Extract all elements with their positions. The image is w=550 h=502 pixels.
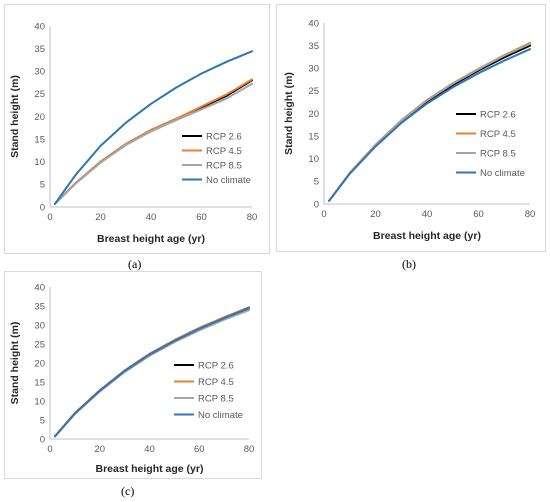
x-axis-label: Breast height age (yr) bbox=[96, 463, 204, 475]
legend-entry: No climate bbox=[198, 410, 243, 421]
x-tick-label: 0 bbox=[321, 209, 326, 220]
legend-entry: RCP 4.5 bbox=[480, 129, 516, 140]
y-tick-label: 30 bbox=[308, 64, 319, 75]
y-tick-label: 5 bbox=[314, 177, 319, 188]
y-tick-label: 40 bbox=[34, 21, 45, 32]
x-tick-label: 20 bbox=[370, 209, 381, 220]
y-tick-label: 15 bbox=[34, 377, 45, 388]
y-tick-label: 20 bbox=[34, 112, 45, 123]
chart-panel-c: 0 5 10 15 20 25 30 35 40 0 20 40 60 80 Breast height a… bbox=[4, 271, 262, 479]
x-axis-label: Breast height age (yr) bbox=[373, 230, 481, 242]
x-tick-label: 80 bbox=[247, 212, 258, 223]
legend-entry: RCP 4.5 bbox=[198, 377, 234, 388]
y-tick-label: 5 bbox=[40, 180, 45, 191]
x-tick-label: 60 bbox=[194, 444, 205, 455]
x-tick-label: 0 bbox=[47, 212, 52, 223]
legend-entry: RCP 8.5 bbox=[206, 160, 242, 171]
y-tick-label: 25 bbox=[34, 339, 45, 350]
series-line-no-climate bbox=[54, 50, 253, 205]
y-tick-label: 0 bbox=[314, 199, 319, 210]
y-tick-label: 10 bbox=[308, 154, 319, 165]
legend-entry: RCP 4.5 bbox=[206, 146, 242, 157]
y-tick-label: 0 bbox=[40, 434, 45, 445]
x-tick-label: 80 bbox=[244, 444, 255, 455]
x-tick-label: 20 bbox=[94, 444, 105, 455]
y-tick-label: 35 bbox=[34, 301, 45, 312]
x-tick-label: 40 bbox=[422, 209, 433, 220]
y-tick-label: 0 bbox=[40, 202, 45, 213]
legend-entry: RCP 2.6 bbox=[198, 360, 234, 371]
legend-entry: RCP 8.5 bbox=[480, 148, 516, 159]
series-line-no-climate bbox=[54, 307, 250, 438]
chart-frame-b bbox=[276, 4, 546, 252]
x-tick-label: 40 bbox=[146, 212, 157, 223]
series-line-rcp-8-5 bbox=[54, 82, 253, 205]
y-axis-label: Stand height (m) bbox=[283, 72, 295, 155]
y-tick-label: 10 bbox=[34, 157, 45, 168]
y-tick-label: 30 bbox=[34, 67, 45, 78]
legend-entry: No climate bbox=[206, 175, 251, 186]
caption-a: (a) bbox=[128, 257, 142, 271]
y-tick-label: 25 bbox=[34, 89, 45, 100]
x-tick-label: 60 bbox=[196, 212, 207, 223]
legend-entry: RCP 8.5 bbox=[198, 393, 234, 404]
y-tick-label: 35 bbox=[308, 41, 319, 52]
y-tick-label: 20 bbox=[308, 109, 319, 120]
y-axis-label: Stand height (m) bbox=[9, 322, 21, 405]
y-tick-label: 10 bbox=[34, 396, 45, 407]
y-tick-label: 40 bbox=[34, 282, 45, 293]
x-tick-label: 60 bbox=[473, 209, 484, 220]
x-tick-label: 0 bbox=[47, 444, 52, 455]
y-tick-label: 35 bbox=[34, 44, 45, 55]
chart-frame-a bbox=[4, 4, 270, 254]
chart-svg-a: 0 5 10 15 20 25 30 35 40 0 20 40 60 80 Breast height a… bbox=[4, 4, 270, 254]
x-tick-label: 40 bbox=[144, 444, 155, 455]
chart-panel-b: 0 5 10 15 20 25 30 35 40 0 20 40 60 80 Breast height a… bbox=[276, 4, 546, 252]
y-tick-label: 15 bbox=[34, 134, 45, 145]
y-axis-label: Stand height (m) bbox=[9, 75, 21, 158]
y-tick-label: 15 bbox=[308, 131, 319, 142]
caption-c: (c) bbox=[121, 484, 135, 498]
legend-entry: RCP 2.6 bbox=[480, 109, 516, 120]
y-tick-label: 25 bbox=[308, 86, 319, 97]
legend-entry: RCP 2.6 bbox=[206, 131, 242, 142]
x-tick-label: 20 bbox=[95, 212, 106, 223]
y-tick-label: 40 bbox=[308, 18, 319, 29]
series-line-no-climate bbox=[328, 48, 531, 202]
y-tick-label: 30 bbox=[34, 320, 45, 331]
chart-panel-a: 0 5 10 15 20 25 30 35 40 0 20 40 60 80 Breast height a… bbox=[4, 4, 270, 254]
chart-svg-b: 0 5 10 15 20 25 30 35 40 0 20 40 60 80 Breast height a… bbox=[276, 4, 546, 252]
legend-entry: No climate bbox=[480, 168, 525, 179]
y-tick-label: 5 bbox=[40, 415, 45, 426]
y-tick-label: 20 bbox=[34, 358, 45, 369]
x-tick-label: 80 bbox=[525, 209, 536, 220]
chart-svg-c: 0 5 10 15 20 25 30 35 40 0 20 40 60 80 Breast height a… bbox=[4, 271, 262, 479]
caption-b: (b) bbox=[402, 257, 416, 271]
x-axis-label: Breast height age (yr) bbox=[97, 233, 205, 245]
chart-frame-c bbox=[4, 271, 262, 479]
